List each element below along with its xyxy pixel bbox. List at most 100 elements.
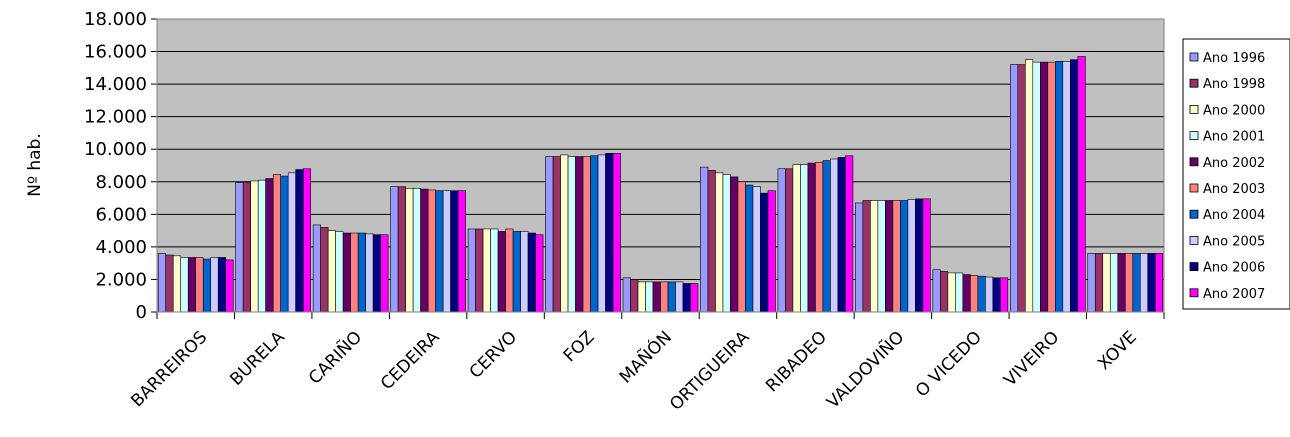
bar xyxy=(1109,253,1119,313)
bar xyxy=(575,156,584,313)
legend-label: Ano 2005 xyxy=(1203,234,1265,249)
bar xyxy=(622,277,631,313)
bar xyxy=(722,174,731,313)
bar xyxy=(320,227,329,313)
bar xyxy=(1124,253,1134,313)
bar xyxy=(660,281,669,313)
legend-label: Ano 2002 xyxy=(1203,156,1265,171)
bar xyxy=(490,228,499,313)
legend-label: Ano 1996 xyxy=(1203,51,1265,66)
bar xyxy=(450,190,459,313)
bar xyxy=(977,275,986,313)
x-tick-label: O VICEDO xyxy=(912,327,986,401)
bar xyxy=(800,164,809,313)
bar xyxy=(335,231,344,313)
x-tick-label: CARIÑO xyxy=(304,326,367,389)
bar xyxy=(985,276,994,313)
x-tick-label: ORTIGUEIRA xyxy=(666,327,754,415)
y-tick-label: 2.000 xyxy=(95,269,147,290)
legend-label: Ano 2003 xyxy=(1203,182,1265,197)
bar xyxy=(467,228,476,313)
bar xyxy=(505,228,514,313)
bar xyxy=(1047,61,1056,313)
legend-swatch xyxy=(1189,105,1199,114)
bar xyxy=(1010,64,1019,313)
bar xyxy=(947,272,956,313)
bar xyxy=(955,272,964,313)
bar xyxy=(1040,61,1049,313)
bar xyxy=(612,152,621,313)
bar xyxy=(1087,253,1096,313)
y-axis-label: Nº hab. xyxy=(25,133,45,197)
legend-swatch xyxy=(1189,131,1199,141)
bar xyxy=(520,231,529,313)
x-tick-label: MAÑÓN xyxy=(614,326,676,388)
bar xyxy=(250,180,259,313)
bar xyxy=(900,200,909,313)
bar xyxy=(785,168,794,313)
bar xyxy=(605,152,614,313)
y-tick-label: 10.000 xyxy=(84,139,147,160)
bar xyxy=(962,274,971,313)
bar xyxy=(582,156,591,313)
bar xyxy=(217,257,227,313)
bar xyxy=(777,168,786,313)
bar xyxy=(475,228,484,313)
bar xyxy=(690,283,699,313)
bar xyxy=(815,161,824,313)
x-tick-label: VIVEIRO xyxy=(1000,327,1063,390)
bar xyxy=(257,179,266,313)
legend-swatch xyxy=(1189,262,1199,272)
y-tick-label: 14.000 xyxy=(84,74,147,95)
y-tick-label: 8.000 xyxy=(95,172,147,193)
bar xyxy=(752,186,761,313)
bar xyxy=(372,234,381,313)
legend-label: Ano 1998 xyxy=(1203,77,1265,92)
bar xyxy=(380,234,389,313)
bar xyxy=(707,170,716,313)
bar xyxy=(280,175,289,313)
bar xyxy=(822,160,831,313)
bar xyxy=(195,257,204,313)
bar xyxy=(210,257,219,313)
x-tick-label: BURELA xyxy=(226,327,289,390)
bar xyxy=(1025,59,1034,313)
bar xyxy=(1132,253,1141,313)
bar xyxy=(312,224,321,313)
bar xyxy=(287,172,296,313)
bar xyxy=(1094,253,1104,313)
bar xyxy=(792,164,801,313)
bar xyxy=(992,277,1001,313)
legend: Ano 1996 Ano 1998 Ano 2000 Ano 2001 Ano 2002… xyxy=(1182,38,1290,310)
bar xyxy=(597,154,606,313)
bar xyxy=(737,181,746,313)
bar xyxy=(590,155,599,313)
bar xyxy=(157,253,167,313)
bar xyxy=(645,281,654,313)
legend-swatch xyxy=(1189,78,1199,88)
bar xyxy=(855,202,864,313)
bar xyxy=(397,186,406,313)
legend-label: Ano 2004 xyxy=(1203,208,1265,223)
bar xyxy=(837,157,846,313)
bar xyxy=(412,187,421,313)
legend-swatch xyxy=(1189,288,1199,298)
bar xyxy=(180,257,189,313)
x-tick-label: CEDEIRA xyxy=(377,327,444,394)
bar xyxy=(1139,253,1149,313)
legend-label: Ano 2007 xyxy=(1203,287,1265,302)
bar xyxy=(552,156,561,313)
bar xyxy=(1154,253,1164,313)
bar xyxy=(682,283,691,313)
x-tick-label: VALDOVIÑO xyxy=(822,326,909,413)
x-tick-label: BARREIROS xyxy=(127,327,211,411)
y-tick-label: 16.000 xyxy=(84,42,147,63)
plot-border xyxy=(156,18,1165,313)
legend-label: Ano 2001 xyxy=(1203,130,1265,145)
bar xyxy=(830,158,839,313)
bar xyxy=(457,190,466,313)
bar xyxy=(442,190,451,313)
bar xyxy=(225,259,234,313)
bar xyxy=(327,230,336,313)
